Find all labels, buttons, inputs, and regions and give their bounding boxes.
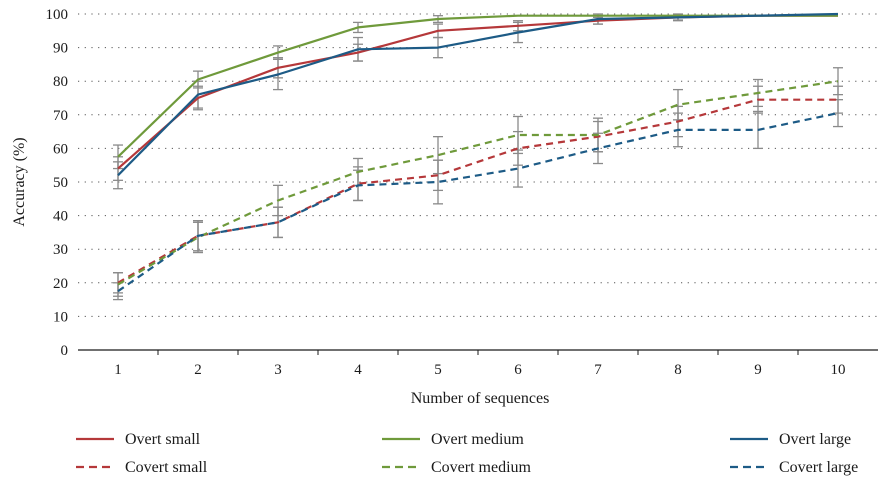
x-tick-label-8: 8 [674,362,682,378]
y-tick-label-30: 30 [53,242,68,258]
gridlines [78,13,878,317]
error-bar-covert-large [433,159,443,205]
x-tick-label-2: 2 [194,362,202,378]
legend-item-overt-small: Overt small [76,431,201,448]
x-tick-labels: 1 2 3 4 5 6 7 8 9 10 [114,362,845,378]
x-tick-label-6: 6 [514,362,522,378]
series-line-covert-medium [117,80,839,286]
legend-label: Overt small [125,431,201,448]
x-axis-title: Number of sequences [411,390,550,407]
y-tick-labels: 0 10 20 30 40 50 60 70 80 90 100 [46,7,69,359]
y-tick-label-80: 80 [53,74,68,90]
legend-item-overt-medium: Overt medium [382,431,524,448]
series-line-overt-large [117,12,839,177]
legend-label: Overt medium [431,431,524,448]
x-tick-label-3: 3 [274,362,282,378]
series-line-overt-medium [117,14,838,158]
y-tick-label-60: 60 [53,141,68,157]
legend-label: Covert medium [431,459,532,476]
x-tick-label-5: 5 [434,362,442,378]
y-tick-label-70: 70 [53,108,68,124]
y-axis-title: Accuracy (%) [11,137,28,226]
legend: Overt small Overt medium Overt large Covert… [76,431,858,476]
legend-item-covert-large: Covert large [730,459,858,476]
x-tick-label-4: 4 [354,362,362,378]
y-tick-label-10: 10 [53,309,68,325]
legend-label: Covert large [779,459,858,476]
series-lines [117,12,839,293]
legend-item-overt-large: Overt large [730,431,851,448]
error-bars [113,13,843,301]
y-tick-label-50: 50 [53,175,68,191]
series-line-covert-large [117,112,839,293]
x-tick-label-7: 7 [594,362,602,378]
legend-label: Overt large [779,431,851,448]
axes [78,349,878,355]
y-tick-label-90: 90 [53,41,68,57]
y-tick-label-0: 0 [61,343,69,359]
legend-item-covert-medium: Covert medium [382,459,532,476]
series-line-covert-small [117,98,838,284]
y-tick-label-20: 20 [53,276,68,292]
legend-item-covert-small: Covert small [76,459,208,476]
legend-label: Covert small [125,459,208,476]
x-tick-label-1: 1 [114,362,122,378]
x-tick-label-10: 10 [831,362,846,378]
y-tick-label-40: 40 [53,209,68,225]
x-tick-label-9: 9 [754,362,762,378]
y-tick-label-100: 100 [46,7,69,23]
